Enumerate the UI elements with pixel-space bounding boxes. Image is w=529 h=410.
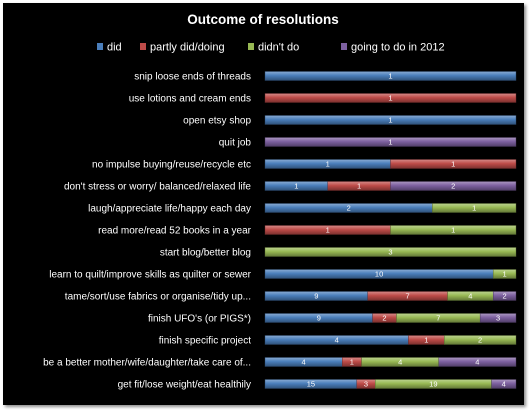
data-label: 1: [294, 182, 298, 191]
category-label: use lotions and cream ends: [129, 94, 251, 105]
bar-segment: [432, 203, 517, 213]
data-label: 1: [388, 116, 392, 125]
category-label: no impulse buying/reuse/recycle etc: [92, 160, 251, 171]
legend-label-3: going to do in 2012: [351, 42, 445, 54]
category-label: be a better mother/wife/daughter/take ca…: [43, 358, 251, 369]
legend-swatch-0: [97, 43, 103, 50]
chart-panel: Outcome of resolutions did partly did/doi…: [3, 3, 524, 405]
category-labels: snip loose ends of threads use lotions an…: [43, 72, 252, 391]
data-label: 1: [451, 226, 455, 235]
data-label: 1: [388, 94, 392, 103]
data-label: 1: [326, 160, 330, 169]
data-label: 4: [475, 358, 479, 367]
bar-segment: [491, 379, 517, 389]
bar-segment: [492, 269, 517, 279]
category-label: tame/sort/use fabrics or organise/tidy u…: [65, 292, 251, 303]
bar-segment: [390, 181, 517, 191]
data-label: 1: [424, 336, 428, 345]
bar-segment: [264, 71, 517, 81]
category-label: laugh/appreciate life/happy each day: [88, 204, 251, 215]
legend-swatch-3: [341, 43, 347, 50]
category-label: open etsy shop: [183, 116, 251, 127]
bar-segment: [438, 357, 517, 367]
legend: did partly did/doing didn't do going to do …: [97, 42, 445, 54]
data-label: 4: [468, 292, 472, 301]
data-label: 1: [326, 226, 330, 235]
category-label: don't stress or worry/ balanced/relaxed …: [64, 182, 251, 193]
data-label: 3: [496, 314, 500, 323]
data-label: 1: [350, 358, 354, 367]
stacked-bar-chart: Outcome of resolutions did partly did/doi…: [43, 12, 517, 391]
legend-label-0: did: [107, 42, 122, 54]
legend-label-1: partly did/doing: [150, 42, 225, 54]
category-label: finish specific project: [159, 336, 251, 347]
data-label: 3: [364, 380, 368, 389]
bar-segment: [264, 247, 517, 257]
data-label: 1: [503, 270, 507, 279]
data-label: 4: [398, 358, 402, 367]
data-label: 7: [436, 314, 440, 323]
bar-segment: [390, 225, 517, 235]
category-label: read more/read 52 books in a year: [98, 226, 252, 237]
category-label: quit job: [219, 138, 252, 149]
bar-segment: [264, 137, 517, 147]
data-label: 4: [502, 380, 506, 389]
data-label: 1: [451, 160, 455, 169]
data-label: 9: [314, 292, 318, 301]
bar-segment: [444, 335, 517, 345]
data-label: 10: [375, 270, 383, 279]
data-label: 1: [357, 182, 361, 191]
data-label: 1: [388, 138, 392, 147]
chart-title: Outcome of resolutions: [187, 12, 339, 27]
data-label: 2: [451, 182, 455, 191]
data-label: 3: [388, 248, 392, 257]
bar-segment: [264, 115, 517, 125]
bar-segment: [390, 159, 517, 169]
legend-swatch-2: [248, 43, 254, 50]
data-label: 15: [307, 380, 315, 389]
data-label: 2: [478, 336, 482, 345]
data-label: 4: [302, 358, 306, 367]
data-label: 1: [472, 204, 476, 213]
data-label: 4: [335, 336, 339, 345]
category-label: get fit/lose weight/eat healthily: [118, 380, 251, 391]
category-label: learn to quilt/improve skills as quilter…: [49, 270, 251, 281]
category-label: snip loose ends of threads: [134, 72, 251, 83]
data-label: 2: [503, 292, 507, 301]
data-label: 9: [317, 314, 321, 323]
data-label: 7: [406, 292, 410, 301]
category-label: finish UFO's (or PIGS*): [148, 314, 251, 325]
bar-segment: [492, 291, 517, 301]
bar-segment: [479, 313, 517, 323]
legend-swatch-1: [140, 43, 146, 50]
data-label: 1: [388, 72, 392, 81]
category-label: start blog/better blog: [160, 248, 251, 259]
bar-segment: [264, 93, 517, 103]
data-label: 2: [347, 204, 351, 213]
data-label: 19: [429, 380, 437, 389]
legend-label-2: didn't do: [258, 42, 299, 54]
data-label: 2: [382, 314, 386, 323]
